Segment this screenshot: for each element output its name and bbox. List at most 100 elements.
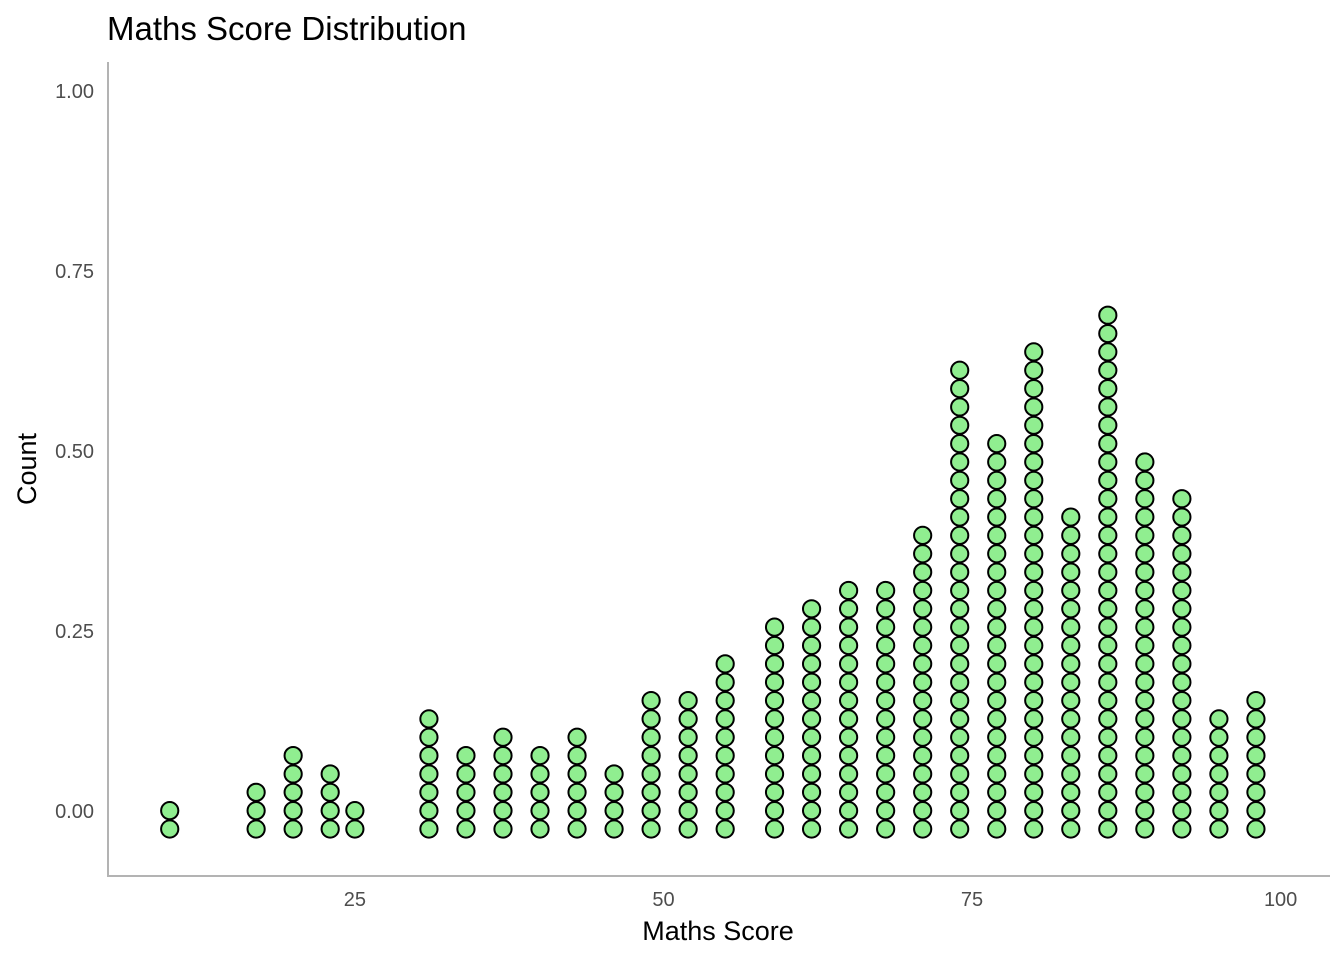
- dot: [1246, 727, 1266, 747]
- dot: [1061, 617, 1081, 637]
- dot: [1172, 801, 1192, 821]
- dot: [764, 801, 785, 821]
- dot: [1024, 342, 1044, 362]
- dot: [1024, 635, 1044, 656]
- dot: [715, 801, 735, 821]
- dot: [530, 801, 550, 821]
- dot: [1098, 434, 1118, 454]
- dot: [913, 672, 933, 692]
- dot-stack: [1209, 709, 1229, 839]
- dot-stacks: [160, 305, 1266, 839]
- dot: [1172, 544, 1192, 564]
- dot: [876, 727, 896, 747]
- dot: [1024, 801, 1044, 821]
- dot: [987, 764, 1007, 784]
- dot: [950, 709, 970, 729]
- dot: [678, 746, 698, 766]
- dot: [1209, 801, 1229, 821]
- dot: [715, 746, 735, 766]
- dot: [950, 544, 970, 564]
- dot: [801, 709, 822, 729]
- dot: [1135, 764, 1155, 784]
- dot: [1135, 470, 1155, 490]
- dot-stack: [456, 746, 476, 839]
- dot: [876, 635, 896, 656]
- dot-stack: [913, 525, 933, 839]
- dot: [1209, 746, 1229, 766]
- dot: [1246, 801, 1266, 821]
- dot: [764, 635, 785, 656]
- dot: [987, 544, 1007, 564]
- dot: [950, 580, 970, 601]
- dot: [1098, 452, 1118, 472]
- dot: [950, 562, 970, 582]
- dot: [493, 801, 513, 821]
- dot: [1172, 764, 1192, 784]
- dot: [1024, 782, 1044, 802]
- dot: [1098, 764, 1118, 784]
- dot: [1061, 746, 1081, 766]
- dot-stack: [764, 617, 785, 839]
- dot: [1098, 617, 1118, 637]
- dot: [1024, 360, 1044, 380]
- dot: [1135, 819, 1155, 839]
- dot: [950, 727, 970, 747]
- dot: [839, 599, 859, 619]
- dot: [764, 782, 785, 802]
- dot: [801, 690, 822, 711]
- dot: [1172, 599, 1192, 619]
- dot: [839, 819, 859, 839]
- dot: [950, 801, 970, 821]
- dot: [1098, 305, 1118, 325]
- dot: [987, 801, 1007, 821]
- dot: [913, 727, 933, 747]
- dot-stack: [839, 580, 859, 839]
- dot: [1061, 654, 1081, 674]
- dot: [950, 489, 970, 509]
- dot: [839, 580, 859, 601]
- dot: [1098, 672, 1118, 692]
- dot: [1135, 746, 1155, 766]
- dot-stack: [715, 654, 735, 839]
- dot: [987, 562, 1007, 582]
- dot: [876, 782, 896, 802]
- dot: [1061, 507, 1081, 527]
- dot: [1061, 599, 1081, 619]
- dot: [1246, 764, 1266, 784]
- dot: [950, 379, 970, 399]
- dot: [987, 489, 1007, 509]
- dot-stack: [641, 690, 661, 839]
- dot: [1024, 525, 1044, 546]
- dot: [764, 617, 785, 637]
- dot: [950, 617, 970, 637]
- dot: [801, 599, 822, 619]
- dot: [987, 599, 1007, 619]
- dot: [839, 764, 859, 784]
- dot: [456, 801, 476, 821]
- dot: [801, 764, 822, 784]
- dot: [1135, 654, 1155, 674]
- dot: [678, 801, 698, 821]
- dot: [715, 672, 735, 692]
- dot: [1209, 727, 1229, 747]
- dot: [987, 819, 1007, 839]
- dot-stack: [530, 746, 550, 839]
- dot: [493, 819, 513, 839]
- dot: [950, 434, 970, 454]
- dot: [1098, 819, 1118, 839]
- dot: [530, 819, 550, 839]
- dot: [987, 690, 1007, 711]
- dot: [456, 746, 476, 766]
- dot: [1024, 690, 1044, 711]
- dot: [876, 764, 896, 784]
- dot: [1135, 727, 1155, 747]
- dot: [1061, 672, 1081, 692]
- dot: [1172, 819, 1192, 839]
- dot: [160, 801, 180, 821]
- dot: [1098, 709, 1118, 729]
- dot: [1061, 709, 1081, 729]
- dot: [1024, 709, 1044, 729]
- dot: [913, 580, 933, 601]
- dot: [1135, 690, 1155, 711]
- dot: [1172, 617, 1192, 637]
